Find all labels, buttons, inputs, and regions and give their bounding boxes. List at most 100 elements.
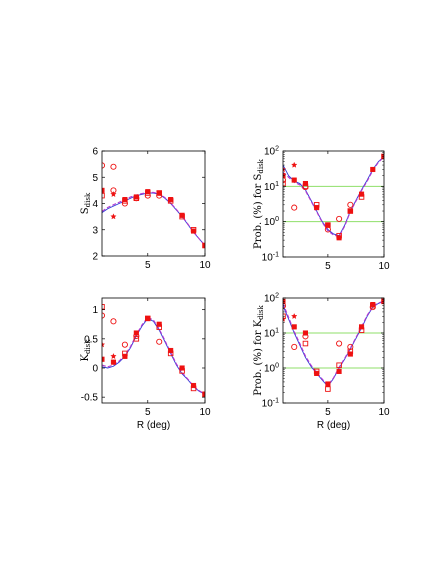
x-tick-label: 10	[199, 260, 211, 271]
x-tick-label: 5	[145, 407, 151, 418]
y-tick-label: 1	[92, 305, 98, 316]
axes-frame	[101, 297, 206, 404]
axes-frame	[282, 297, 385, 404]
data-point-open-square	[302, 340, 309, 347]
y-tick-label: 101	[264, 328, 279, 340]
y-tick-label: 102	[264, 146, 279, 158]
y-tick-label: 10-1	[262, 398, 279, 410]
x-tick-label: 5	[145, 260, 151, 271]
model-curve-dashed	[283, 156, 384, 238]
data-point-filled-square	[156, 190, 162, 196]
x-tick-label: 5	[325, 261, 331, 272]
data-point-filled-square	[370, 166, 376, 173]
y-tick-label: 4	[92, 199, 98, 210]
y-tick-label: 0	[92, 364, 98, 375]
y-tick-label: 100	[264, 216, 279, 228]
x-axis-label: R (deg)	[317, 420, 350, 431]
axes-frame	[101, 150, 206, 257]
y-axis-label: Kdisk	[80, 339, 92, 362]
data-point-star	[291, 312, 298, 319]
y-axis-label: Prob. (%) for Kdisk	[253, 305, 265, 396]
axes-frame	[282, 150, 385, 258]
data-point-filled-square	[191, 228, 197, 234]
data-point-filled-square	[302, 330, 308, 336]
panel-bottom-left: 5 10 -0.5 0 0.5 1 Kdisk R (deg)	[80, 297, 211, 431]
data-point-open-circle	[283, 177, 287, 184]
data-point-filled-square	[102, 187, 105, 193]
y-tick-label: 6	[92, 147, 98, 158]
data-point-filled-square	[156, 321, 162, 327]
model-curve-solid	[283, 300, 384, 388]
data-point-filled-square	[102, 356, 105, 362]
x-tick-label: 10	[378, 407, 390, 418]
data-point-open-circle	[347, 343, 354, 350]
data-point-open-circle	[347, 201, 354, 208]
data-point-filled-square	[314, 370, 320, 376]
data-point-open-circle	[156, 338, 163, 345]
data-point-open-circle	[336, 215, 343, 222]
data-point-filled-square	[133, 194, 139, 200]
data-point-star	[283, 315, 287, 322]
data-point-filled-square	[291, 324, 297, 330]
data-point-open-circle	[291, 204, 298, 211]
data-point-filled-square	[325, 222, 331, 228]
y-tick-label: 5	[92, 173, 98, 184]
data-point-filled-square	[359, 191, 365, 197]
y-tick-label: 10-1	[262, 252, 279, 264]
data-point-filled-square	[122, 353, 128, 359]
data-point-filled-square	[168, 197, 174, 203]
data-point-open-circle	[110, 318, 117, 325]
data-point-filled-square	[291, 177, 297, 183]
y-tick-label: -0.5	[81, 393, 99, 404]
data-point-star	[291, 161, 298, 168]
model-curve-dashed	[283, 300, 384, 387]
data-point-open-square	[336, 362, 342, 368]
data-point-star	[110, 190, 117, 198]
data-point-filled-square	[347, 351, 353, 357]
data-point-filled-square	[325, 381, 331, 387]
data-point-filled-square	[314, 205, 320, 211]
data-point-open-circle	[121, 341, 128, 348]
data-point-filled-square	[179, 365, 185, 371]
x-tick-label: 5	[325, 407, 331, 418]
y-tick-label: 2	[92, 252, 98, 263]
data-point-filled-square	[336, 368, 342, 374]
model-curve-solid	[102, 192, 205, 246]
y-tick-label: 102	[264, 293, 279, 305]
data-point-open-circle	[291, 343, 298, 350]
data-point-filled-square	[179, 212, 185, 218]
data-point-star	[110, 353, 117, 360]
data-point-star	[110, 213, 117, 220]
y-axis-label: Prob. (%) for Sdisk	[253, 158, 265, 249]
panel-top-left: 5 10 2 3 4 5 6 Sdisk	[80, 147, 211, 272]
data-point-open-square	[102, 304, 105, 310]
x-tick-label: 10	[378, 261, 390, 272]
data-point-filled-square	[133, 330, 139, 336]
y-tick-label: 101	[264, 181, 279, 193]
data-point-filled-square	[191, 382, 197, 389]
data-point-filled-square	[145, 189, 151, 195]
data-point-filled-square	[347, 208, 353, 214]
data-point-filled-square	[359, 324, 365, 330]
x-tick-label: 10	[199, 407, 211, 418]
data-point-open-square	[325, 386, 331, 392]
model-curve-solid	[283, 156, 384, 237]
y-tick-label: 0.5	[84, 334, 98, 345]
data-point-open-circle	[283, 302, 287, 309]
model-curve-dashed	[102, 316, 205, 395]
x-axis-label: R (deg)	[137, 420, 170, 431]
data-point-star	[283, 166, 287, 173]
y-tick-label: 100	[264, 363, 279, 375]
data-point-star	[102, 341, 106, 348]
data-point-filled-square	[302, 180, 308, 187]
data-point-open-circle	[336, 340, 343, 347]
data-point-open-square	[102, 192, 105, 199]
data-point-filled-square	[370, 301, 376, 308]
data-point-open-square	[133, 336, 140, 342]
data-point-filled-square	[168, 347, 174, 354]
model-curve-solid	[102, 317, 205, 395]
data-point-filled-square	[145, 315, 151, 321]
